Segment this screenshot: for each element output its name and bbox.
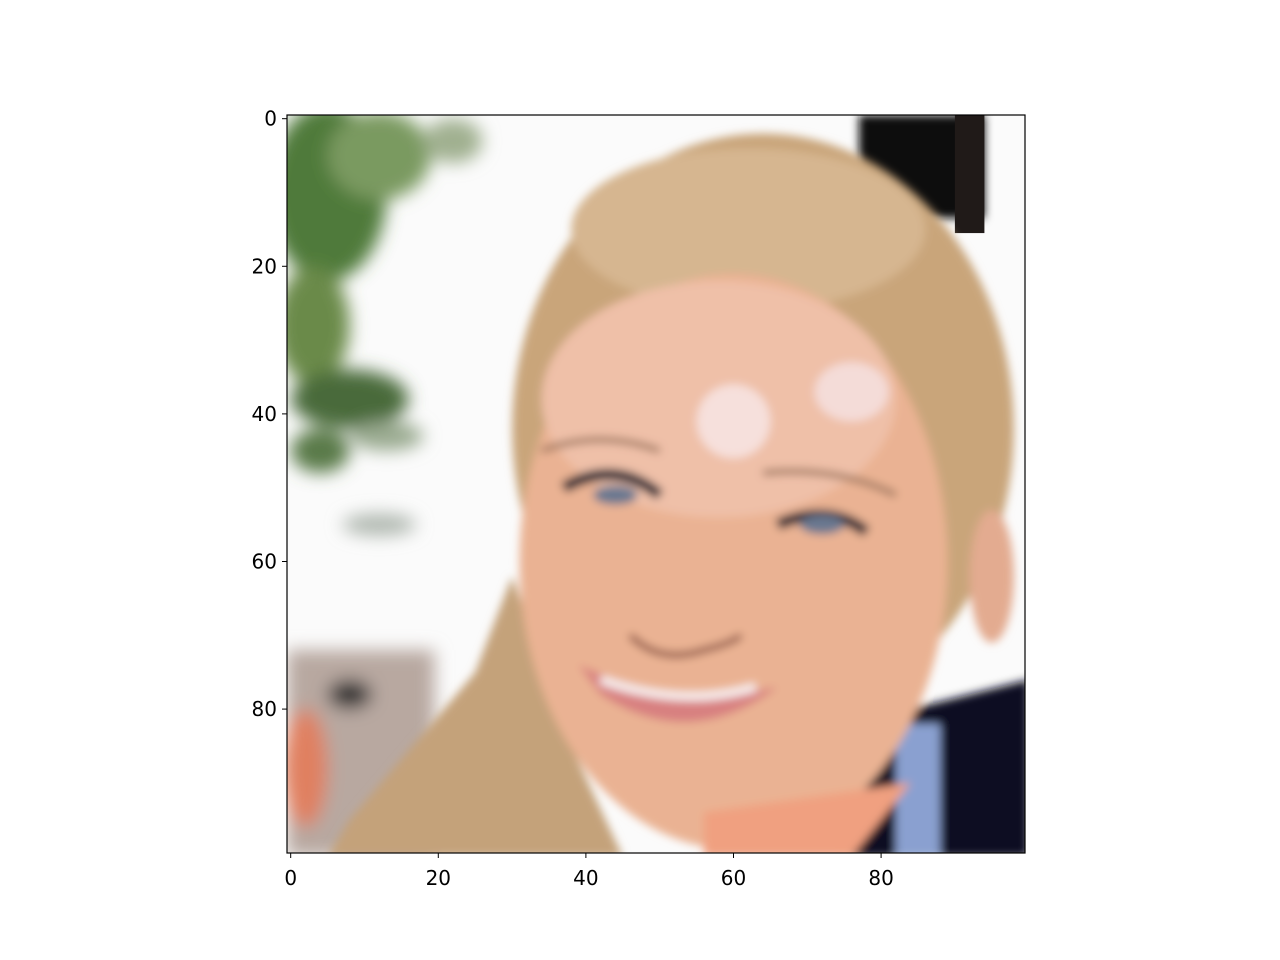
y-tick-label: 20: [252, 254, 277, 278]
y-tick-label: 40: [252, 402, 277, 426]
image: [287, 115, 1025, 853]
x-tick-label: 80: [868, 866, 893, 890]
y-tick-label: 0: [264, 107, 277, 131]
y-tick-label: 60: [252, 549, 277, 573]
y-axis: 0 20 40 60 80: [252, 107, 287, 721]
x-tick-label: 20: [426, 866, 451, 890]
axes-frame: [286, 114, 1026, 854]
face-image: [287, 115, 1025, 853]
y-tick-label: 80: [252, 697, 277, 721]
x-tick-label: 60: [721, 866, 746, 890]
x-tick-label: 0: [284, 866, 297, 890]
x-tick-label: 40: [573, 866, 598, 890]
x-axis: 0 20 40 60 80: [284, 853, 894, 890]
